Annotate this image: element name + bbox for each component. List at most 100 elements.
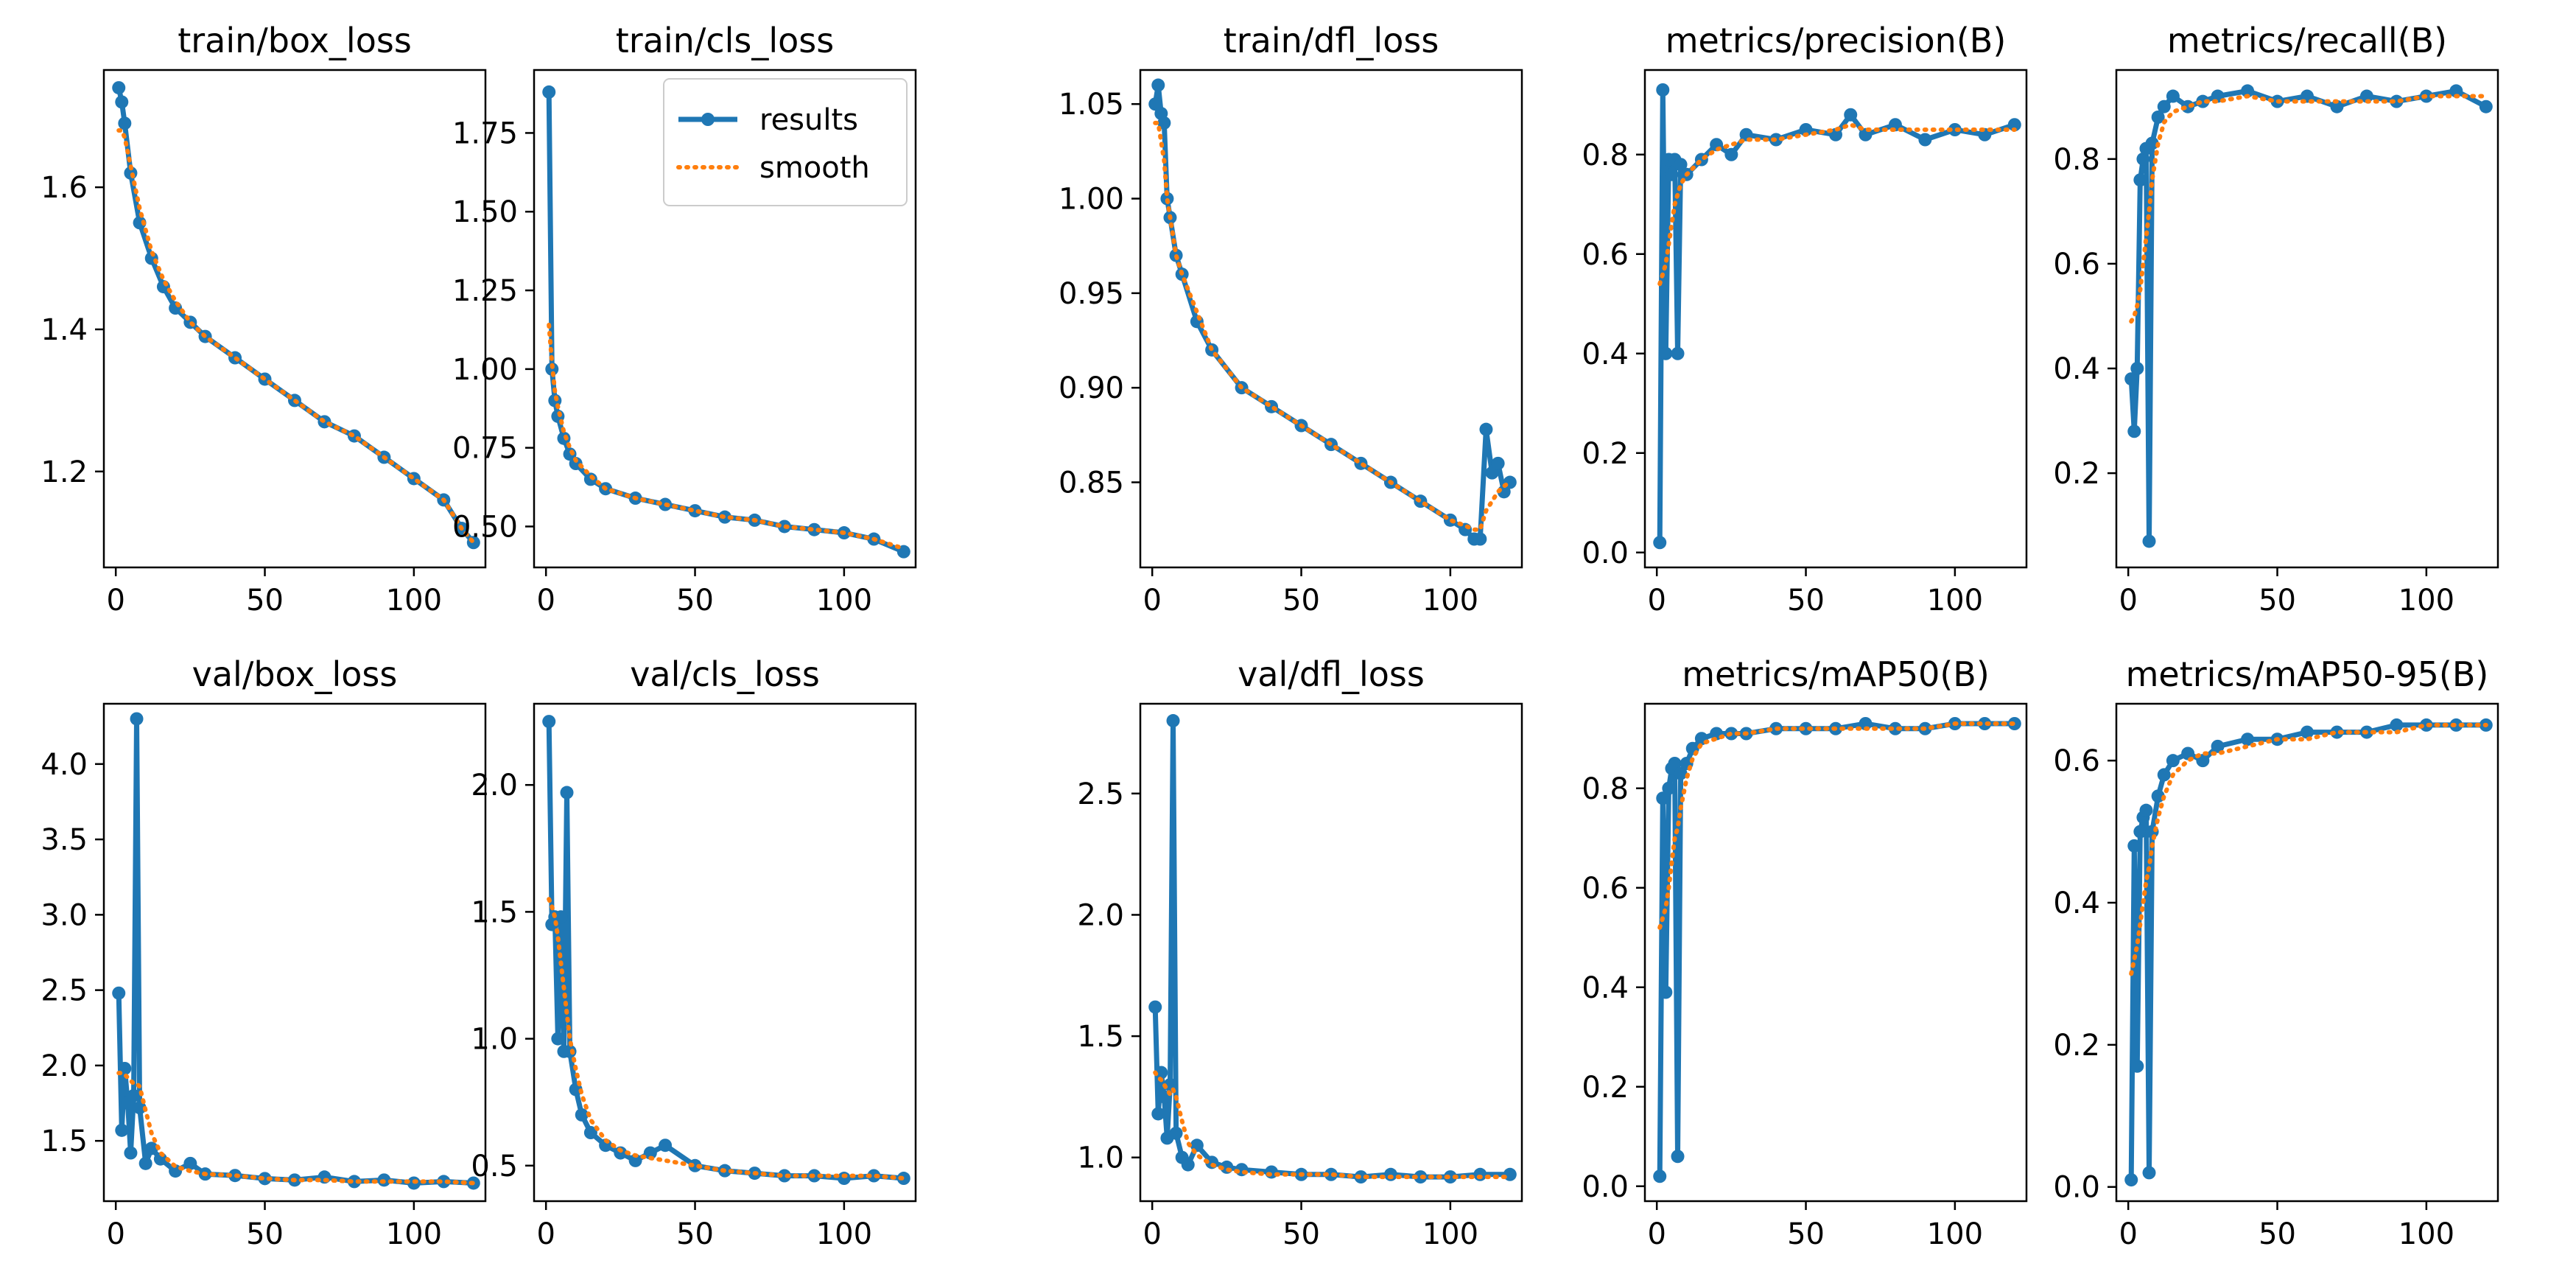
- results-point: [1674, 158, 1688, 172]
- results-point: [867, 1169, 881, 1183]
- x-tick-label: 50: [2259, 584, 2296, 618]
- results-point: [2133, 173, 2147, 187]
- results-point: [2127, 839, 2141, 853]
- x-tick-label: 100: [386, 1217, 442, 1251]
- x-tick-label: 0: [1143, 584, 1161, 618]
- x-tick-label: 100: [1927, 584, 1983, 618]
- results-point: [1656, 83, 1670, 97]
- results-point: [2157, 99, 2171, 113]
- y-tick-label: 0.5: [471, 1150, 518, 1183]
- y-tick-label: 1.50: [452, 195, 518, 229]
- subplot-10: metrics/mAP50-95(B) 0 50 100 0.0 0.2 0.4 0.6: [2053, 654, 2499, 1251]
- results-point: [2479, 99, 2493, 113]
- results-series-line: [1657, 721, 2015, 1177]
- subplot-7: val/cls_loss 0 50 100 0.5 1.0 1.5 2.0: [471, 654, 917, 1251]
- results-point: [118, 116, 132, 130]
- y-tick-label: 1.00: [452, 353, 518, 387]
- y-tick-label: 0.95: [1059, 277, 1124, 311]
- results-point: [1503, 1167, 1517, 1181]
- results-point: [2133, 825, 2147, 839]
- axes-frame: [102, 702, 487, 1203]
- results-series-line: [1657, 87, 2015, 543]
- y-tick-label: 0.4: [2053, 886, 2100, 920]
- results-point: [1443, 1170, 1457, 1184]
- results-point: [1656, 791, 1670, 805]
- subplot-title: metrics/mAP50-95(B): [2126, 654, 2489, 694]
- results-point: [1166, 714, 1180, 728]
- results-point: [2127, 424, 2141, 438]
- plot-area: [1148, 78, 1517, 546]
- results-point: [1665, 167, 1679, 181]
- y-tick-label: 0.8: [2053, 143, 2100, 177]
- results-point: [628, 1153, 642, 1167]
- results-point: [1978, 717, 1992, 730]
- smooth-series-line: [547, 897, 906, 1181]
- x-tick-label: 0: [106, 584, 124, 618]
- results-point: [437, 1175, 451, 1189]
- subplot-title: val/dfl_loss: [1238, 654, 1425, 694]
- y-tick-label: 2.5: [1077, 777, 1124, 811]
- results-point: [1154, 1066, 1168, 1080]
- y-tick-label: 0.0: [1582, 536, 1629, 570]
- y-tick-label: 1.6: [41, 171, 88, 205]
- y-tick-label: 1.05: [1059, 88, 1124, 122]
- x-tick-label: 0: [106, 1217, 124, 1251]
- results-point: [2007, 118, 2021, 132]
- y-tick-label: 1.5: [1077, 1020, 1124, 1054]
- y-tick-label: 1.00: [1059, 183, 1124, 217]
- results-point: [2211, 739, 2225, 753]
- axes-frame: [1139, 702, 1523, 1203]
- results-point: [1151, 78, 1165, 92]
- subplot-2: train/cls_loss 0 50 100 0.50 0.75 1.00 1.25 1.50…: [452, 21, 917, 618]
- results-point: [575, 1108, 589, 1122]
- results-point: [144, 1141, 158, 1155]
- results-point: [1383, 1167, 1397, 1181]
- results-point: [1491, 456, 1505, 470]
- results-point: [2166, 89, 2180, 103]
- y-tick-label: 0.50: [452, 510, 518, 544]
- results-point: [2151, 789, 2165, 803]
- results-point: [807, 522, 821, 536]
- y-tick-label: 1.0: [471, 1023, 518, 1057]
- legend-results-label: results: [759, 103, 858, 137]
- results-point: [688, 1158, 702, 1172]
- y-tick-label: 4.0: [41, 748, 88, 782]
- results-point: [2166, 754, 2180, 768]
- y-tick-label: 0.4: [1582, 971, 1629, 1005]
- plot-area: [1653, 717, 2021, 1183]
- y-tick-label: 0.0: [2053, 1171, 2100, 1205]
- y-tick-label: 0.2: [1582, 437, 1629, 471]
- results-point: [1668, 757, 1682, 770]
- results-point: [1169, 1126, 1183, 1140]
- results-point: [1473, 1167, 1487, 1181]
- results-series-line: [2128, 88, 2488, 544]
- smooth-series-line: [547, 323, 906, 551]
- results-point: [115, 1123, 129, 1137]
- results-series-line: [1152, 718, 1510, 1180]
- results-point: [542, 85, 556, 99]
- axes-frame: [1643, 69, 2028, 569]
- subplot-4: metrics/precision(B) 0 50 100 0.0 0.2 0.4 0.6 0.…: [1582, 21, 2028, 618]
- y-tick-label: 1.5: [41, 1125, 88, 1158]
- results-point: [2142, 534, 2156, 548]
- axes-frame: [2115, 69, 2499, 569]
- y-tick-label: 0.85: [1059, 466, 1124, 500]
- results-point: [614, 1146, 628, 1160]
- y-tick-label: 0.6: [2053, 248, 2100, 281]
- subplot-title: val/cls_loss: [630, 654, 820, 694]
- x-tick-label: 0: [536, 1217, 555, 1251]
- x-tick-label: 50: [2259, 1217, 2296, 1251]
- results-point: [347, 1175, 361, 1189]
- results-point: [1148, 1000, 1162, 1014]
- y-tick-label: 1.2: [41, 455, 88, 489]
- x-tick-label: 50: [1787, 584, 1825, 618]
- results-point: [124, 1146, 138, 1160]
- plot-area: [2124, 84, 2493, 548]
- plot-area: [112, 712, 480, 1190]
- results-point: [115, 95, 129, 109]
- results-point: [896, 545, 910, 559]
- smooth-series-line: [1153, 1070, 1512, 1180]
- y-tick-label: 0.4: [2053, 352, 2100, 386]
- subplot-6: val/box_loss 0 50 100 1.5 2.0 2.5 3.0 3.5 4.0: [41, 654, 487, 1251]
